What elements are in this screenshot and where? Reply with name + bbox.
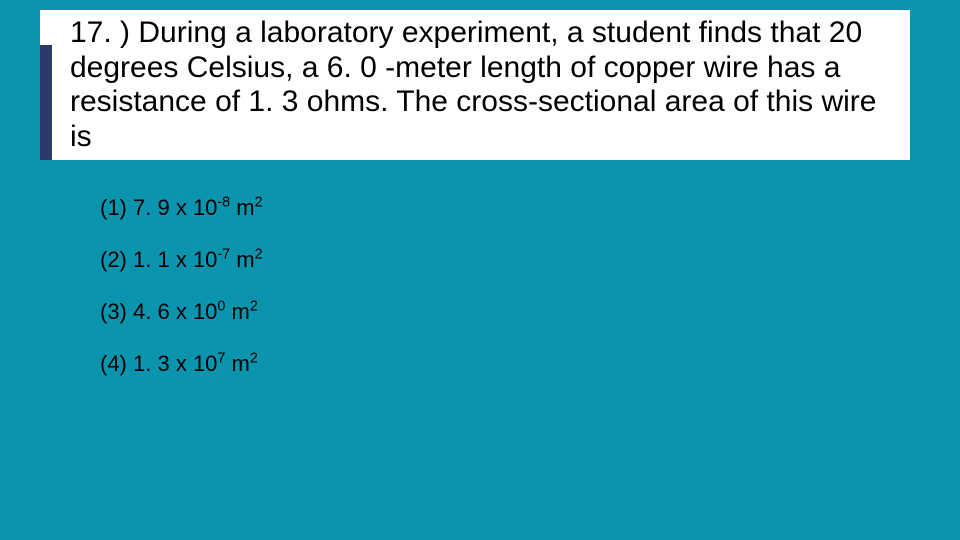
option-unit-base: m	[232, 299, 250, 324]
option-unit-base: m	[236, 247, 254, 272]
option-3: (3) 4. 6 x 100 m2	[100, 299, 263, 325]
option-coefficient: 1. 1	[133, 247, 170, 272]
question-box: 17. ) During a laboratory experiment, a …	[40, 10, 910, 160]
option-unit-exp: 2	[250, 299, 258, 315]
option-coefficient: 7. 9	[133, 195, 170, 220]
accent-bar	[40, 45, 52, 160]
question-body: During a laboratory experiment, a studen…	[70, 16, 876, 153]
slide: 17. ) During a laboratory experiment, a …	[0, 0, 960, 540]
option-1: (1) 7. 9 x 10-8 m2	[100, 195, 263, 221]
option-coefficient: 1. 3	[133, 351, 170, 376]
question-number: 17. )	[70, 16, 130, 49]
option-exponent: 7	[217, 351, 225, 367]
option-unit-exp: 2	[250, 351, 258, 367]
options-list: (1) 7. 9 x 10-8 m2 (2) 1. 1 x 10-7 m2 (3…	[100, 195, 263, 403]
option-exponent: -8	[217, 195, 230, 211]
question-text: 17. ) During a laboratory experiment, a …	[40, 10, 910, 160]
option-unit-base: m	[236, 195, 254, 220]
option-label: (1)	[100, 195, 127, 220]
option-unit-exp: 2	[255, 195, 263, 211]
option-exponent: -7	[217, 247, 230, 263]
option-2: (2) 1. 1 x 10-7 m2	[100, 247, 263, 273]
option-label: (4)	[100, 351, 127, 376]
option-label: (2)	[100, 247, 127, 272]
option-unit-exp: 2	[255, 247, 263, 263]
option-coefficient: 4. 6	[133, 299, 170, 324]
option-exponent: 0	[217, 299, 225, 315]
option-4: (4) 1. 3 x 107 m2	[100, 351, 263, 377]
option-unit-base: m	[232, 351, 250, 376]
option-label: (3)	[100, 299, 127, 324]
